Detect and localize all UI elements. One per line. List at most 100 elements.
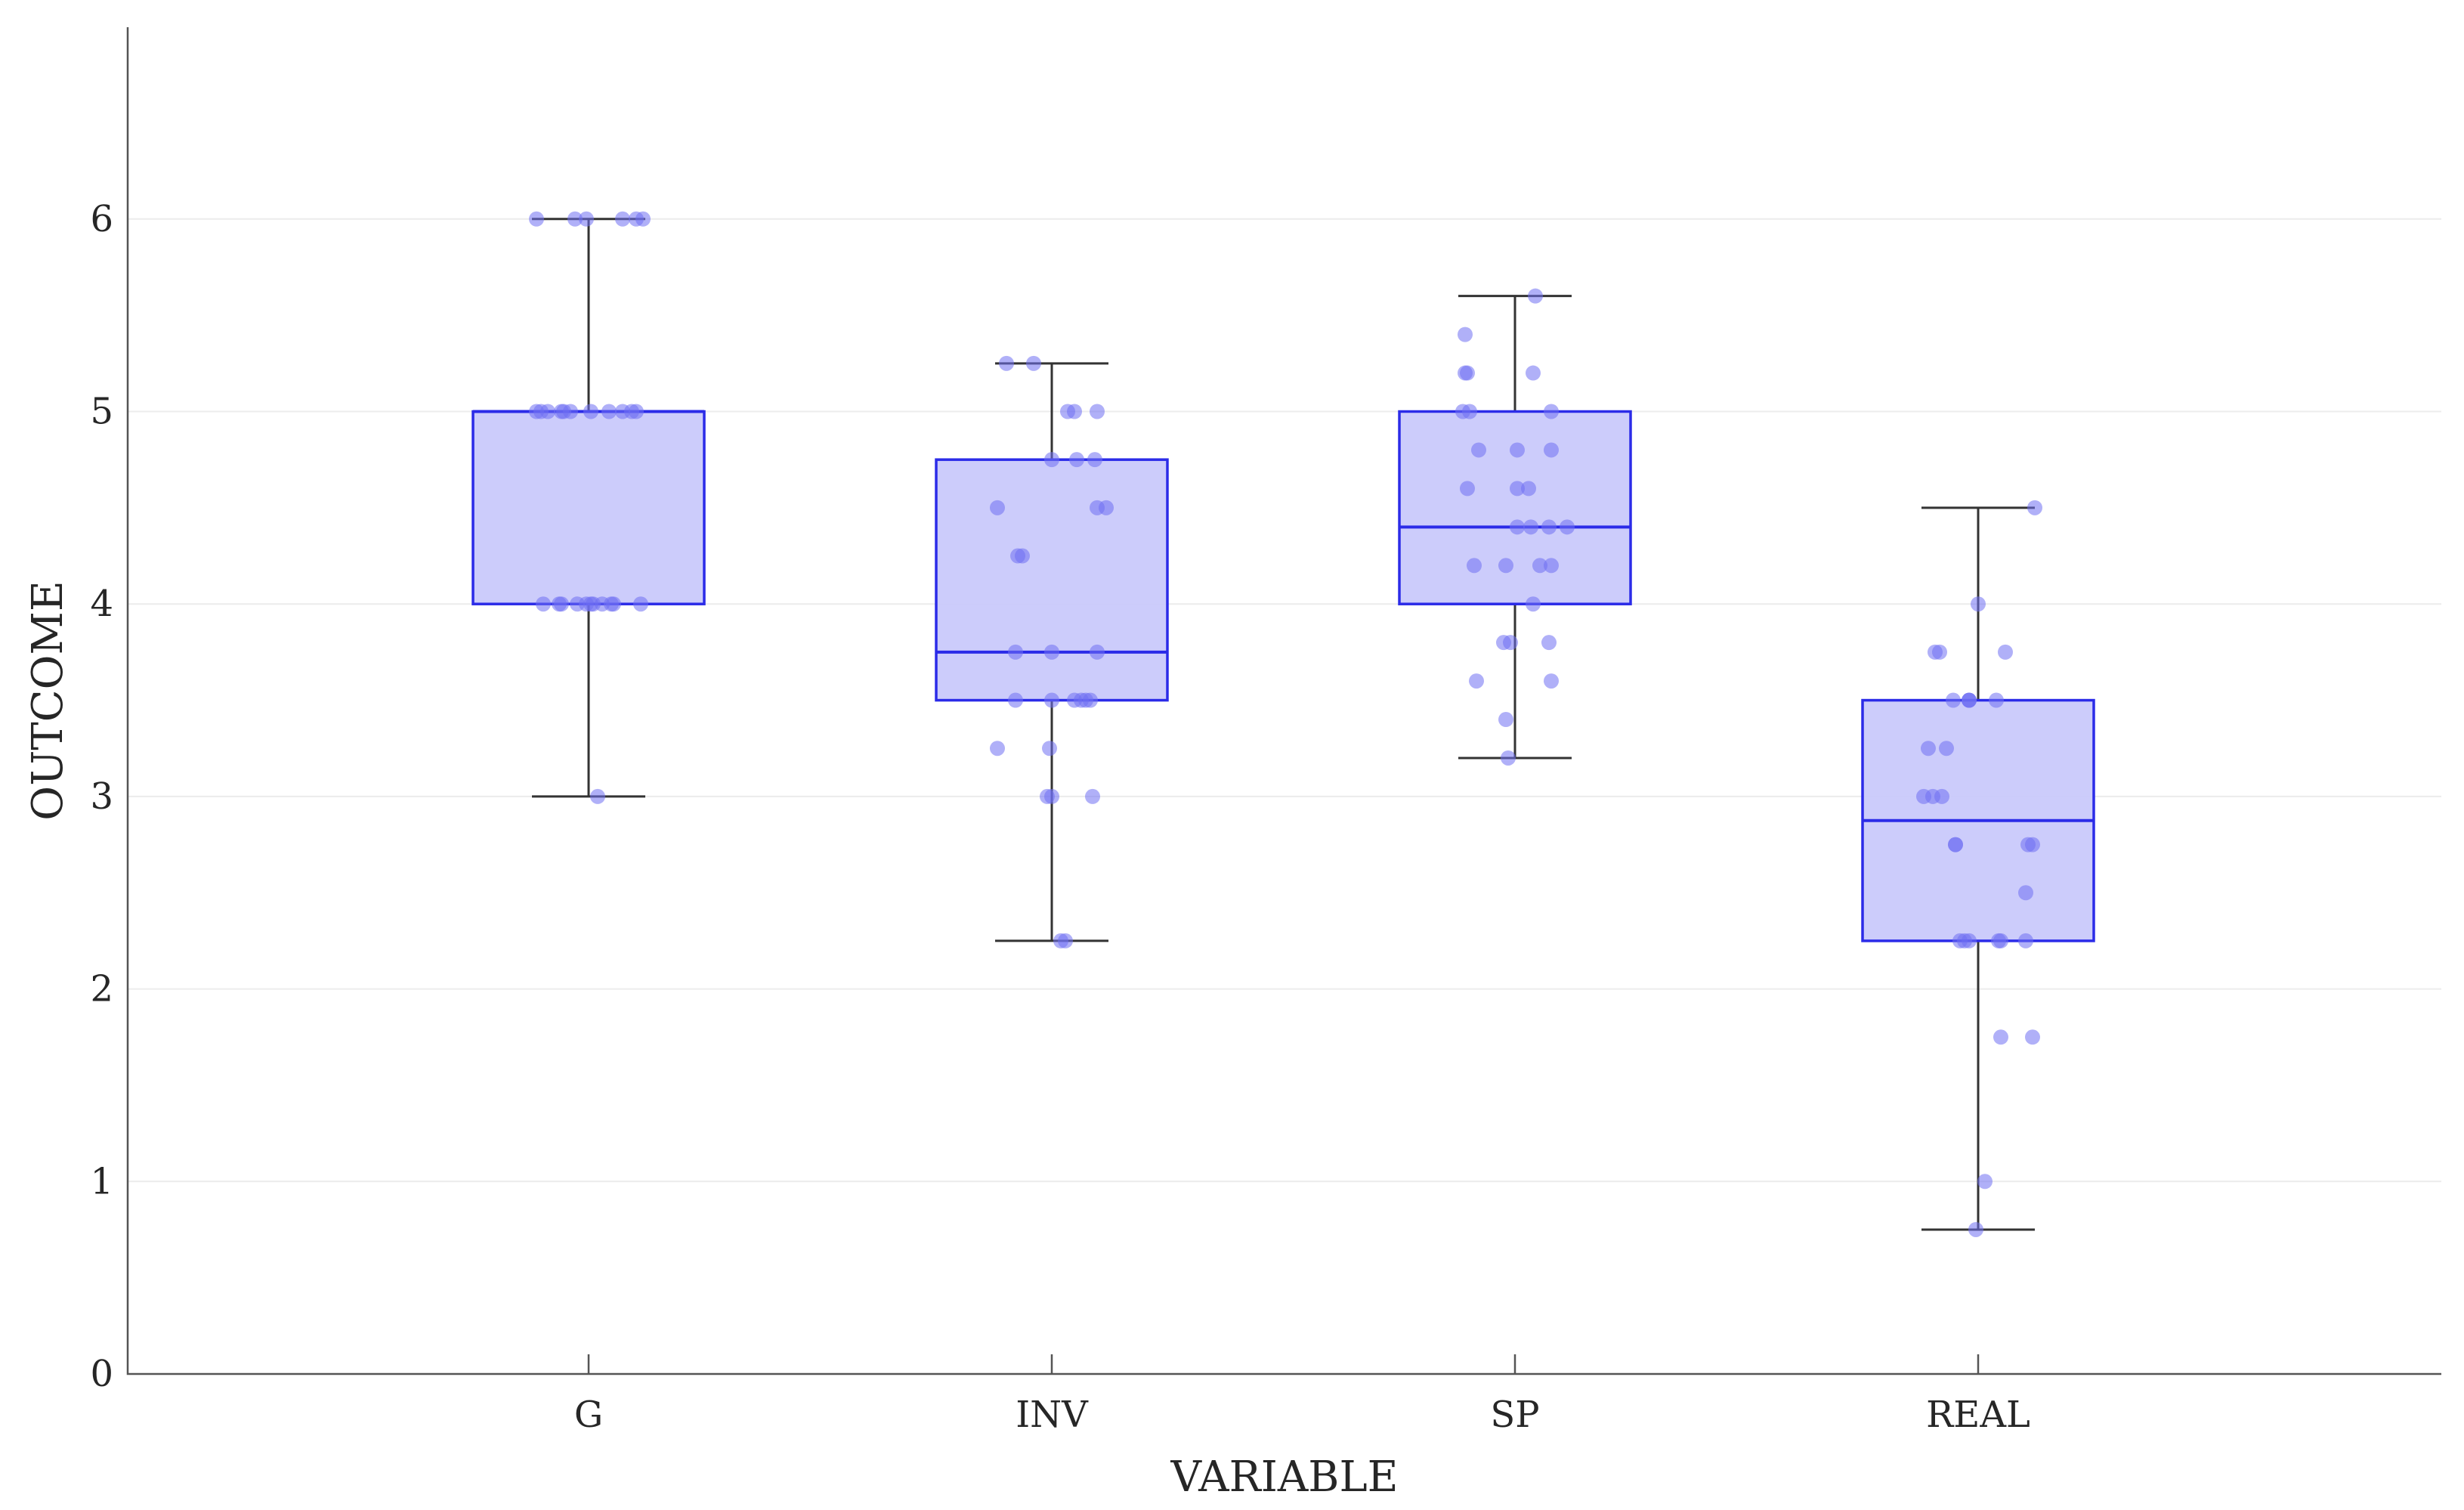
data-point: [1008, 692, 1023, 708]
box-real: [1861, 506, 2095, 1231]
data-point: [1971, 596, 1986, 612]
data-point: [1939, 741, 1954, 757]
data-point: [1008, 644, 1023, 660]
data-point: [1989, 692, 2004, 708]
data-point: [1069, 452, 1084, 468]
data-point: [563, 404, 578, 419]
data-point: [1993, 1029, 2008, 1045]
data-point: [1044, 692, 1059, 708]
data-point: [2018, 885, 2033, 901]
data-point: [1993, 933, 2008, 948]
data-point: [1467, 558, 1482, 574]
data-point: [1090, 644, 1105, 660]
data-point: [1934, 788, 1949, 804]
data-point: [1544, 442, 1559, 458]
data-point: [1015, 548, 1030, 564]
data-point: [1087, 452, 1102, 468]
plot-frame-axes: [126, 27, 2441, 1375]
data-point: [1044, 452, 1059, 468]
axes: [126, 27, 2441, 1375]
data-point: [990, 500, 1005, 515]
data-point: [629, 404, 644, 419]
y-tick-label: 4: [90, 583, 113, 625]
data-point: [633, 596, 648, 612]
data-point: [606, 596, 621, 612]
y-tick-label: 1: [90, 1160, 113, 1202]
data-point: [1090, 404, 1105, 419]
data-point: [1946, 692, 1961, 708]
x-tick-label: G: [574, 1394, 603, 1436]
data-point: [1560, 519, 1575, 535]
data-point: [1083, 692, 1098, 708]
data-point: [1544, 404, 1559, 419]
data-point: [536, 596, 551, 612]
iqr-box: [471, 410, 706, 605]
data-point: [540, 404, 555, 419]
y-tick-label: 0: [90, 1353, 113, 1395]
data-point: [615, 211, 630, 227]
box-inv: [935, 362, 1169, 942]
data-point: [583, 404, 598, 419]
data-point: [1523, 519, 1538, 535]
data-point: [1498, 712, 1513, 728]
data-point: [2027, 500, 2042, 515]
data-point: [1498, 558, 1513, 574]
data-point: [1471, 442, 1486, 458]
data-point: [529, 211, 544, 227]
y-tick-label: 3: [90, 775, 113, 818]
data-point: [999, 355, 1014, 371]
data-point: [1968, 1221, 1983, 1237]
data-point: [1532, 558, 1547, 574]
data-point: [579, 211, 594, 227]
data-point: [1528, 288, 1543, 304]
data-point: [1544, 673, 1559, 689]
data-point: [1085, 788, 1100, 804]
data-point: [1462, 404, 1477, 419]
data-point: [1044, 788, 1059, 804]
data-point: [2025, 837, 2040, 852]
data-point: [1067, 404, 1082, 419]
data-point: [1460, 365, 1475, 381]
data-point: [554, 596, 569, 612]
iqr-box: [935, 458, 1169, 702]
data-points: [529, 211, 2042, 1237]
data-point: [567, 211, 583, 227]
data-point: [1998, 644, 2013, 660]
tick-labels: 0 1 2 3 4 5 6 G INV SP REAL: [90, 198, 2030, 1436]
data-point: [1042, 741, 1057, 757]
y-axis-label: OUTCOME: [23, 580, 73, 820]
data-point: [1503, 635, 1518, 651]
data-point: [1501, 750, 1516, 766]
data-point: [1526, 365, 1541, 381]
data-point: [1458, 326, 1473, 342]
data-point: [590, 788, 605, 804]
y-tick-label: 5: [90, 391, 113, 433]
data-point: [1469, 673, 1484, 689]
data-point: [1099, 500, 1114, 515]
data-point: [2018, 933, 2033, 948]
x-tick-label: INV: [1016, 1394, 1089, 1436]
box-g: [471, 218, 706, 798]
x-tick-label: SP: [1490, 1394, 1539, 1436]
data-point: [1977, 1174, 1993, 1190]
data-point: [1526, 596, 1541, 612]
data-point: [601, 404, 617, 419]
x-tick-label: REAL: [1926, 1394, 2030, 1436]
data-point: [2025, 1029, 2040, 1045]
iqr-box: [1398, 410, 1632, 605]
data-point: [1962, 933, 1977, 948]
boxes: [471, 218, 2095, 1231]
data-point: [1921, 741, 1936, 757]
data-point: [1460, 481, 1475, 497]
data-point: [1962, 692, 1977, 708]
data-point: [1510, 481, 1525, 497]
data-point: [1026, 355, 1041, 371]
y-tick-label: 6: [90, 198, 113, 240]
data-point: [1058, 933, 1073, 948]
data-point: [1541, 519, 1557, 535]
x-axis-label: VARIABLE: [1170, 1453, 1398, 1502]
y-tick-label: 2: [90, 968, 113, 1010]
data-point: [1510, 442, 1525, 458]
data-point: [1932, 644, 1947, 660]
